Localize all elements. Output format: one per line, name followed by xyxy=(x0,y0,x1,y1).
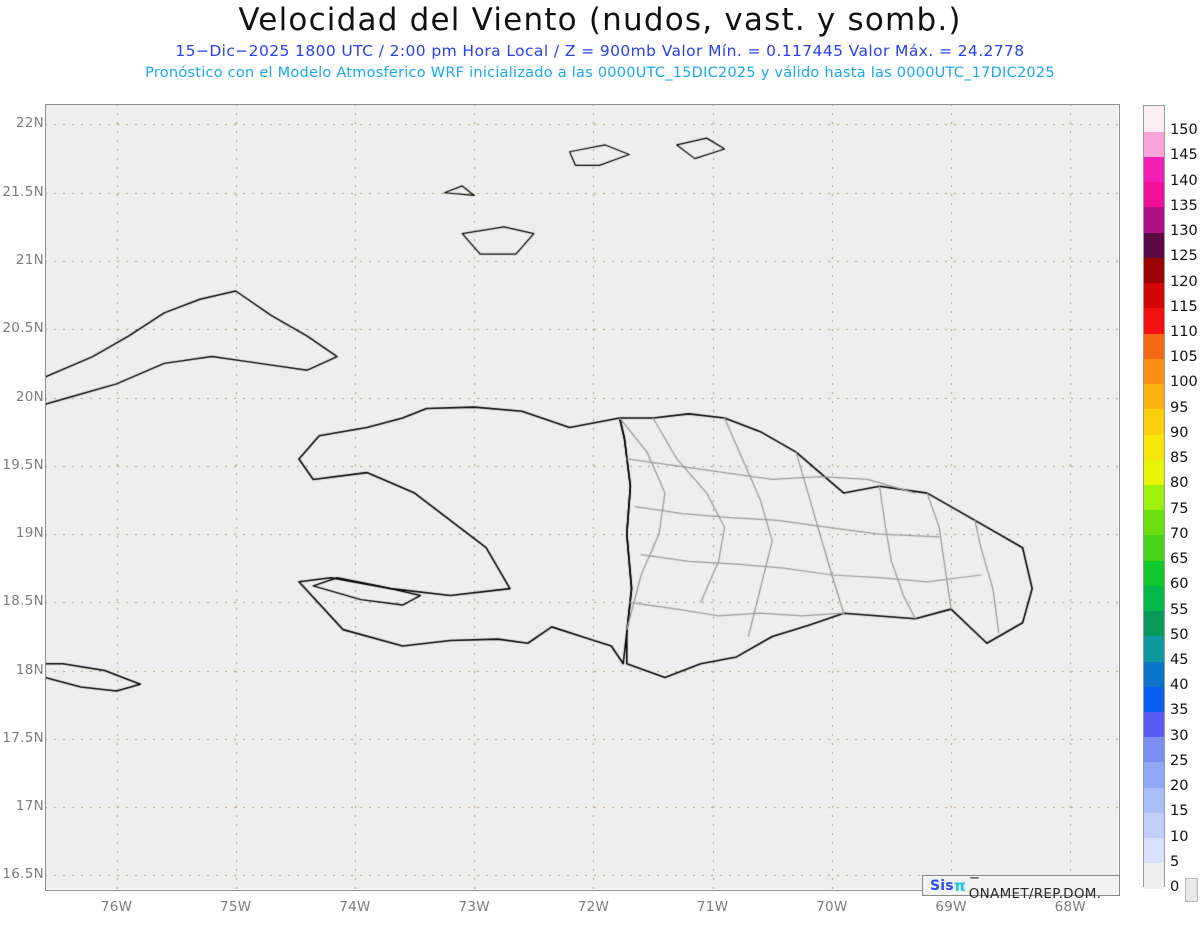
colorbar-tick-label: 105 xyxy=(1170,349,1198,366)
colorbar-band xyxy=(1144,358,1164,385)
y-axis-tick-label: 20N xyxy=(15,388,44,405)
colorbar-tick-label: 150 xyxy=(1170,122,1198,139)
agency-name-text: − ONAMET/REP.DOM. xyxy=(968,869,1102,902)
y-axis-tick-label: 21N xyxy=(15,252,44,268)
colorbar-tick-label: 120 xyxy=(1170,273,1198,290)
colorbar-tick-label: 5 xyxy=(1170,853,1180,870)
colorbar-tick-label: 100 xyxy=(1170,374,1198,391)
colorbar-tick-label: 25 xyxy=(1170,752,1189,769)
colorbar-tick-label: 125 xyxy=(1170,248,1198,265)
colorbar-tick-label: 140 xyxy=(1170,172,1198,189)
colorbar-tick-label: 110 xyxy=(1170,324,1198,341)
pi-symbol-icon: π xyxy=(953,876,966,895)
agency-logo-box: Sis π − ONAMET/REP.DOM. xyxy=(922,870,1120,902)
colorbar-tick-label: 45 xyxy=(1170,651,1189,668)
colorbar-band xyxy=(1144,660,1164,687)
colorbar-band xyxy=(1144,560,1164,586)
colorbar-tick-label: 15 xyxy=(1170,803,1189,820)
y-axis-tick-label: 19.5N xyxy=(2,456,44,473)
colorbar-band xyxy=(1144,408,1164,435)
colorbar-tick-label: 0 xyxy=(1170,879,1180,895)
chart-header: Velocidad del Viento (nudos, vast. y som… xyxy=(0,0,1200,92)
wind-speed-shaded-field xyxy=(45,104,1118,889)
colorbar-tick-label: 135 xyxy=(1170,197,1198,214)
colorbar-tick-label: 70 xyxy=(1170,525,1189,542)
colorbar-band xyxy=(1144,232,1164,258)
colorbar-band xyxy=(1144,585,1164,612)
colorbar-tick-label: 130 xyxy=(1170,223,1198,240)
colorbar-tick-label: 65 xyxy=(1170,551,1189,568)
map-plot-area xyxy=(45,104,1118,889)
colorbar-tick-label: 55 xyxy=(1170,601,1189,618)
x-axis-tick-label: 70W xyxy=(816,899,848,915)
colorbar-tick-label: 95 xyxy=(1170,399,1189,416)
window-edge-sliver xyxy=(1185,878,1198,902)
colorbar-band xyxy=(1144,610,1164,637)
colorbar xyxy=(1143,105,1165,889)
colorbar-band xyxy=(1144,181,1164,208)
colorbar-band xyxy=(1144,837,1164,864)
colorbar-tick-label: 50 xyxy=(1170,626,1189,643)
colorbar-band xyxy=(1144,509,1164,536)
page-title: Velocidad del Viento (nudos, vast. y som… xyxy=(238,2,962,38)
colorbar-tick-label: 80 xyxy=(1170,475,1189,492)
y-axis-tick-label: 16.5N xyxy=(2,866,44,883)
colorbar-band xyxy=(1144,156,1164,183)
colorbar-band xyxy=(1144,206,1164,233)
colorbar-band xyxy=(1144,383,1164,410)
y-axis-tick-label: 18N xyxy=(15,661,44,678)
y-axis-tick-label: 17.5N xyxy=(2,729,44,746)
y-axis-tick-label: 19N xyxy=(15,525,44,542)
colorbar-band xyxy=(1144,635,1164,662)
colorbar-tick-label: 85 xyxy=(1170,450,1189,467)
colorbar-band xyxy=(1144,433,1164,460)
colorbar-tick-label: 40 xyxy=(1170,677,1189,694)
x-axis-tick-label: 68W xyxy=(1054,899,1087,915)
colorbar-band xyxy=(1144,534,1164,561)
x-axis-tick-label: 76W xyxy=(100,899,133,915)
colorbar-tick-label: 30 xyxy=(1170,727,1189,744)
chart-subtitle-primary: 15−Dic−2025 1800 UTC / 2:00 pm Hora Loca… xyxy=(175,42,1025,60)
colorbar-tick-label: 20 xyxy=(1170,778,1189,795)
colorbar-band xyxy=(1144,761,1164,788)
colorbar-band xyxy=(1144,484,1164,511)
colorbar-band xyxy=(1144,106,1164,132)
x-axis-tick-label: 74W xyxy=(339,899,371,915)
colorbar-band xyxy=(1144,812,1164,839)
colorbar-tick-label: 35 xyxy=(1170,702,1189,719)
x-axis-tick-label: 73W xyxy=(458,899,490,915)
colorbar-tick-label: 60 xyxy=(1170,576,1189,593)
y-axis-tick-label: 22N xyxy=(15,115,44,132)
y-axis-tick-label: 21.5N xyxy=(2,183,44,200)
colorbar-band xyxy=(1144,736,1164,763)
colorbar-band xyxy=(1144,307,1164,334)
x-axis-tick-label: 69W xyxy=(935,899,967,915)
colorbar-band xyxy=(1144,711,1164,738)
colorbar-band xyxy=(1144,333,1164,359)
colorbar-tick-label: 115 xyxy=(1170,298,1198,315)
y-axis-tick-label: 18.5N xyxy=(2,593,44,610)
colorbar-band xyxy=(1144,257,1164,284)
colorbar-band xyxy=(1144,686,1164,712)
colorbar-band xyxy=(1144,131,1164,158)
colorbar-tick-label: 90 xyxy=(1170,424,1189,441)
colorbar-tick-label: 75 xyxy=(1170,500,1189,517)
colorbar-band xyxy=(1144,282,1164,309)
colorbar-band xyxy=(1144,787,1164,813)
x-axis-tick-label: 71W xyxy=(696,899,729,915)
y-axis-tick-label: 17N xyxy=(15,798,44,815)
y-axis-tick-label: 20.5N xyxy=(2,320,44,337)
colorbar-tick-label: 10 xyxy=(1170,828,1189,845)
colorbar-band xyxy=(1144,459,1164,485)
colorbar-band xyxy=(1144,862,1164,889)
sis-brand-text: Sis xyxy=(930,877,954,894)
colorbar-tick-label: 145 xyxy=(1170,147,1198,164)
chart-subtitle-secondary: Pronóstico con el Modelo Atmosferico WRF… xyxy=(145,65,1055,81)
x-axis-tick-label: 72W xyxy=(577,899,610,915)
x-axis-tick-label: 75W xyxy=(220,899,252,915)
